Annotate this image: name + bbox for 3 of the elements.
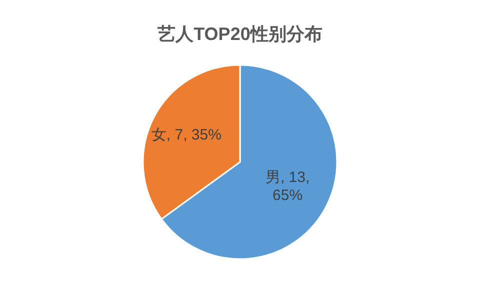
slice-label: 男, 13, 65% bbox=[265, 169, 310, 204]
slice-label: 女, 7, 35% bbox=[151, 126, 222, 144]
chart-title: 艺人TOP20性别分布 bbox=[156, 24, 322, 44]
